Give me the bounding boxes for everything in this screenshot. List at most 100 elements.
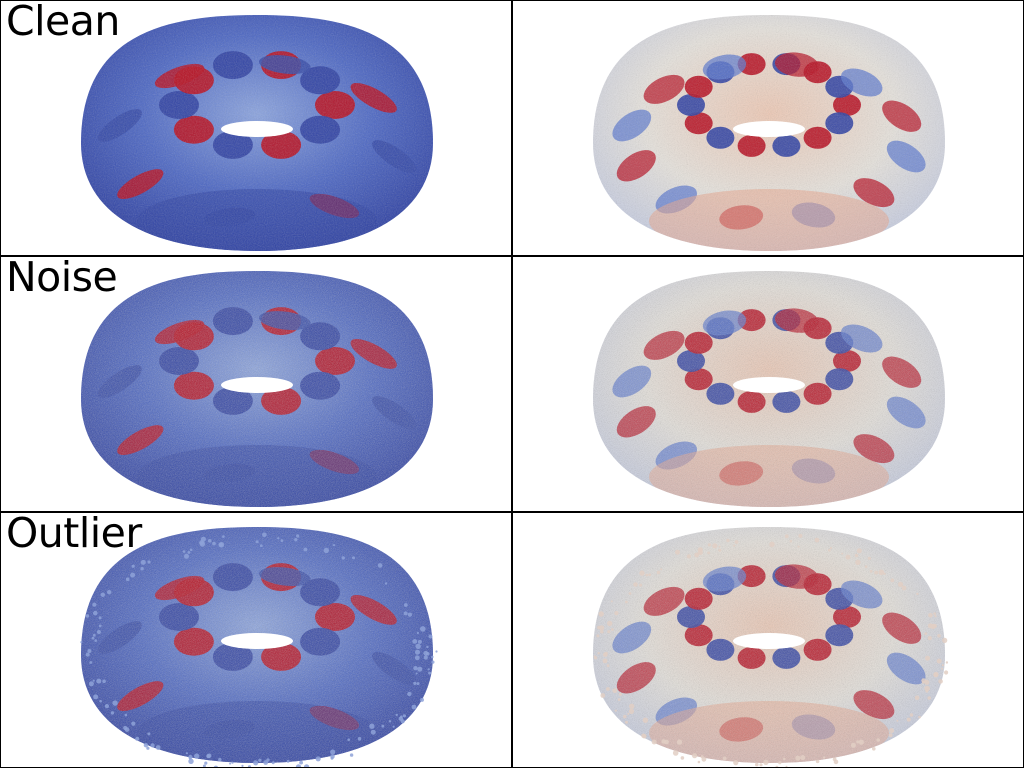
torus-hole [733,377,805,393]
outlier-point [80,641,82,643]
outlier-point [707,552,710,555]
outlier-point [342,556,345,559]
outlier-point [643,718,648,723]
outlier-point [712,543,717,548]
outlier-point [371,730,376,735]
outlier-point [639,570,644,575]
outlier-point [184,554,189,559]
outlier-point [426,646,428,648]
outlier-point [428,668,430,670]
outlier-point [889,728,894,733]
outlier-point [902,586,907,591]
outlier-point [112,700,117,705]
outlier-point [431,661,434,664]
outlier-point [151,743,155,747]
outlier-point [330,749,335,754]
outlier-point [719,546,721,548]
outlier-point [94,639,97,642]
outlier-point [201,537,206,542]
outlier-point [408,613,412,617]
outlier-point [625,721,628,724]
outlier-point [625,601,628,604]
outlier-point [876,738,880,742]
outlier-point [783,758,786,761]
outlier-point [815,538,820,543]
outlier-point [797,546,799,548]
outlier-point [130,573,135,578]
outlier-point [420,698,424,702]
outlier-point [135,737,139,741]
outlier-point [918,716,921,719]
outlier-point [429,635,433,639]
outlier-point [828,549,831,552]
outlier-point [612,688,617,693]
outlier-point [132,565,135,568]
outlier-point [99,700,102,703]
outlier-point [186,752,188,754]
outlier-point [219,543,223,547]
outlier-point [272,761,275,764]
outlier-point [785,534,789,538]
outlier-point [241,765,243,767]
panel-noise-1: Noise [0,256,512,512]
outlier-point [423,651,428,656]
outlier-point [101,593,105,597]
outlier-point [889,733,893,737]
outlier-point [661,739,666,744]
outlier-point [841,553,843,555]
outlier-point [350,753,353,756]
outlier-point [681,756,685,760]
outlier-point [190,549,193,552]
outlier-point [800,755,805,760]
outlier-point [607,621,612,626]
outlier-point [599,611,604,616]
outlier-point [857,548,862,553]
outlier-point [86,653,90,657]
outlier-point [93,694,98,699]
outlier-point [879,570,885,576]
outlier-point [96,679,101,684]
outlier-point [428,672,431,675]
outlier-point [393,726,395,728]
outlier-point [93,680,95,682]
outlier-point [645,574,648,577]
outlier-point [417,632,419,634]
outlier-point [412,639,417,644]
outlier-point [358,737,362,741]
outlier-point [86,614,89,617]
outlier-point [156,745,161,750]
outlier-point [641,734,646,739]
outlier-point [89,681,94,686]
torus-render [513,513,1024,768]
outlier-point [102,680,106,684]
outlier-point [639,584,642,587]
outlier-point [125,727,130,732]
outlier-point [404,611,408,615]
outlier-point [420,626,426,632]
outlier-point [868,557,871,560]
outlier-point [147,732,150,735]
panel-noise-2 [512,256,1024,512]
outlier-point [600,693,605,698]
outlier-point [890,579,894,583]
outlier-point [851,743,856,748]
outlier-point [324,548,329,553]
outlier-point [657,571,660,574]
outlier-point [189,757,192,760]
panel-clean-1: Clean [0,0,512,256]
outlier-point [933,672,938,677]
outlier-point [629,709,634,714]
outlier-point [417,682,420,685]
outlier-point [755,763,759,767]
outlier-point [942,638,947,643]
outlier-point [660,568,662,570]
outlier-point [111,711,114,714]
torus-render [513,1,1024,256]
torus-hole [221,633,293,649]
outlier-point [262,533,267,538]
outlier-point [92,637,95,640]
outlier-point [253,760,258,765]
outlier-point [907,718,911,722]
outlier-point [687,554,691,558]
outlier-point [698,761,701,764]
